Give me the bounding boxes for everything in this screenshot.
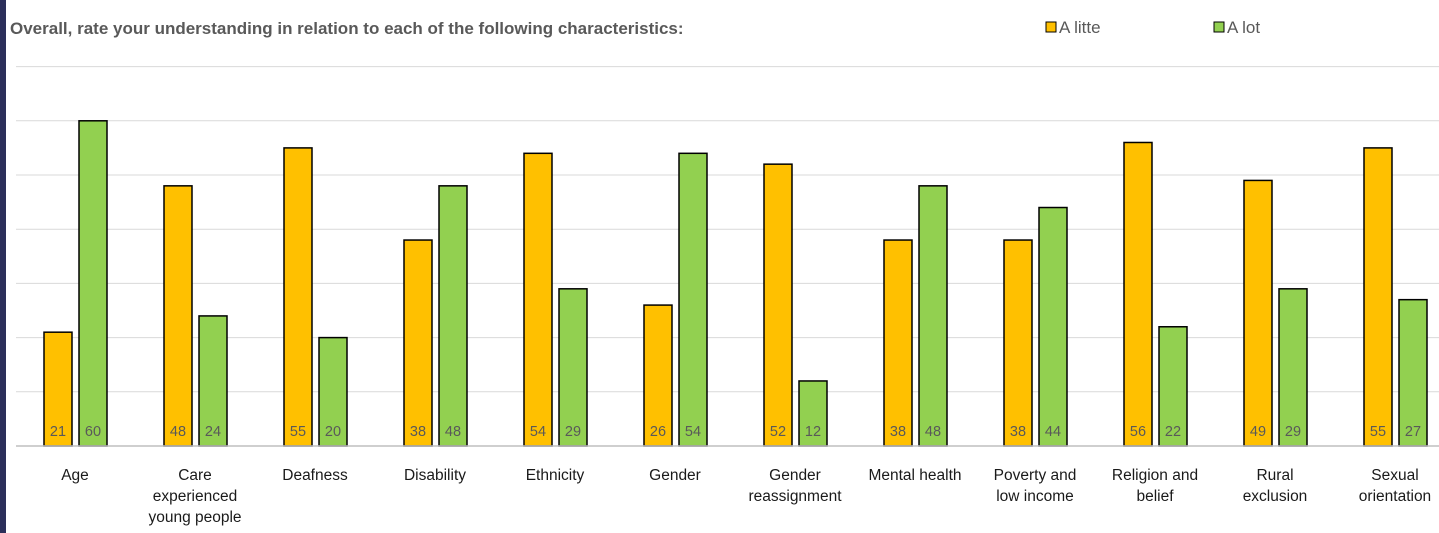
category-label: Ethnicity xyxy=(526,467,585,484)
data-label: 38 xyxy=(1010,424,1026,440)
bar xyxy=(1363,147,1393,447)
bar xyxy=(318,336,348,447)
data-label: 12 xyxy=(805,424,821,440)
bar xyxy=(558,288,588,447)
data-label: 24 xyxy=(205,424,221,440)
bar xyxy=(883,239,913,447)
data-label: 56 xyxy=(1130,424,1146,440)
bar xyxy=(678,152,708,447)
bar xyxy=(283,147,313,447)
data-label: 52 xyxy=(770,424,786,440)
category-label: Rural exclusion xyxy=(1243,467,1308,505)
bar xyxy=(1158,326,1188,447)
legend: A litte A lot xyxy=(1045,18,1260,37)
legend-label: A lot xyxy=(1227,18,1260,37)
window-left-edge xyxy=(0,0,6,533)
category-label: Care experienced young people xyxy=(148,467,241,526)
category-label: Deafness xyxy=(282,467,348,484)
data-label: 48 xyxy=(445,424,461,440)
legend-label: A litte xyxy=(1059,18,1101,37)
bar xyxy=(438,185,468,447)
bar xyxy=(43,331,73,447)
data-label: 54 xyxy=(685,424,701,440)
data-label: 48 xyxy=(925,424,941,440)
bar xyxy=(1278,288,1308,447)
category-label: Sexual orientation xyxy=(1359,467,1431,505)
bar xyxy=(798,380,828,447)
data-label: 29 xyxy=(1285,424,1301,440)
data-label: 22 xyxy=(1165,424,1181,440)
data-label: 27 xyxy=(1405,424,1421,440)
legend-swatch xyxy=(1045,21,1057,33)
category-label: Poverty and low income xyxy=(994,467,1077,505)
category-label: Religion and belief xyxy=(1112,467,1198,505)
bar xyxy=(78,120,108,447)
bar xyxy=(643,304,673,447)
bar xyxy=(1243,179,1273,447)
legend-swatch xyxy=(1213,21,1225,33)
chart-title: Overall, rate your understanding in rela… xyxy=(10,19,684,38)
data-label: 55 xyxy=(1370,424,1386,440)
bar xyxy=(163,185,193,447)
category-label: Gender xyxy=(649,467,701,484)
value-labels: 21 60 48 24 55 20 38 48 54 29 26 54 52 12 38 48 38 44 56 22… xyxy=(50,424,1421,440)
bar xyxy=(523,152,553,447)
bar xyxy=(763,163,793,447)
bar xyxy=(1398,298,1428,447)
category-label: Mental health xyxy=(868,467,961,484)
bar xyxy=(1123,141,1153,447)
category-labels: Age Care experienced young people Deafness Di… xyxy=(61,467,1431,526)
bars xyxy=(43,120,1428,447)
category-label: Age xyxy=(61,467,89,484)
data-label: 49 xyxy=(1250,424,1266,440)
data-label: 21 xyxy=(50,424,66,440)
bar xyxy=(1038,206,1068,447)
data-label: 20 xyxy=(325,424,341,440)
data-label: 60 xyxy=(85,424,101,440)
data-label: 38 xyxy=(410,424,426,440)
data-label: 44 xyxy=(1045,424,1061,440)
data-label: 26 xyxy=(650,424,666,440)
data-label: 54 xyxy=(530,424,546,440)
bar xyxy=(1003,239,1033,447)
data-label: 29 xyxy=(565,424,581,440)
data-label: 48 xyxy=(170,424,186,440)
data-label: 55 xyxy=(290,424,306,440)
category-label: Gender reassignment xyxy=(748,467,842,505)
gridlines xyxy=(16,66,1439,393)
category-label: Disability xyxy=(404,467,466,484)
data-label: 38 xyxy=(890,424,906,440)
bar xyxy=(918,185,948,447)
bar xyxy=(403,239,433,447)
